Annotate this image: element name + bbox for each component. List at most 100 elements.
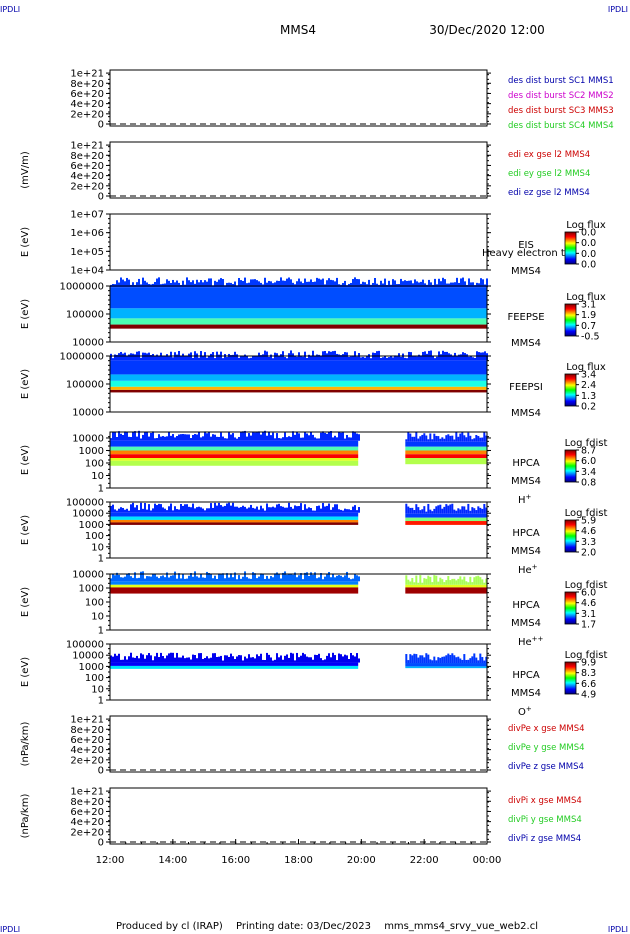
spectrogram-speckle: [156, 576, 158, 582]
spectrogram-speckle: [470, 355, 472, 361]
spectrogram-speckle: [316, 438, 318, 441]
spectrogram-speckle: [469, 435, 472, 442]
spectrogram-speckle: [454, 352, 456, 361]
spectrogram-speckle: [469, 576, 472, 585]
spectrogram-speckle: [332, 652, 334, 663]
species-label: O+: [518, 705, 532, 718]
spectrogram-speckle: [280, 354, 282, 361]
spectrogram-speckle: [314, 510, 316, 513]
spectrogram-speckle: [266, 652, 268, 663]
spectrogram-speckle: [320, 279, 322, 288]
spectrogram-speckle: [470, 282, 472, 288]
spectrogram-speckle: [182, 655, 184, 663]
x-tick-label: 20:00: [347, 855, 376, 866]
spectrogram-speckle: [462, 277, 464, 288]
spectrogram-speckle: [421, 509, 424, 514]
spectrogram-speckle: [118, 508, 120, 513]
spectrogram-speckle: [198, 506, 200, 513]
spectrogram-speckle: [457, 578, 460, 585]
spectrogram-speckle: [478, 283, 480, 288]
spectrogram-speckle: [112, 656, 114, 663]
spectrogram-speckle: [449, 580, 452, 585]
spectrogram-speckle: [168, 577, 170, 582]
corner-label-tl: IPDLI: [0, 5, 20, 14]
spectrogram-speckle: [417, 438, 420, 442]
spectrogram-speckle: [202, 282, 204, 288]
spectrogram-speckle: [316, 655, 318, 663]
spectrogram-speckle: [262, 508, 264, 513]
spectrogram-speckle: [306, 433, 308, 441]
spectrogram-speckle: [190, 282, 192, 288]
spectrogram-speckle: [425, 578, 428, 585]
spectrogram-speckle: [140, 438, 142, 441]
spectrogram-speckle: [477, 436, 480, 442]
spectrogram-speckle: [188, 506, 190, 513]
spectrogram-band: [110, 287, 487, 309]
spectrogram-speckle: [246, 658, 248, 663]
colorbar-tick-label: 4.9: [581, 690, 596, 701]
spectrogram-speckle: [168, 506, 170, 513]
spectrogram-speckle: [244, 656, 246, 663]
panel-p8: 10000 1000 100 10 1 E (eV) HPCA MMS4 He++ Log fdi…: [20, 570, 607, 649]
colorbar: [564, 449, 577, 483]
spectrogram-speckle: [156, 505, 158, 513]
spectrogram-speckle: [176, 578, 178, 582]
spectrogram-speckle: [266, 435, 268, 441]
y-tick-label: 1000000: [59, 352, 104, 363]
colorbar-tick-label: 6.6: [581, 679, 596, 690]
footer-script: mms_mms4_srvy_vue_web2.cl: [384, 921, 538, 932]
spectrogram-speckle: [485, 435, 488, 442]
spectrogram-speckle: [374, 277, 376, 288]
spectrogram-speckle: [116, 655, 118, 663]
spectrogram-speckle: [246, 283, 248, 288]
spectrogram-speckle: [262, 573, 264, 582]
legend-entry: des dist burst SC4 MMS4: [508, 121, 614, 131]
spectrogram-speckle: [144, 432, 146, 441]
spectrogram-speckle: [288, 277, 290, 288]
spectrogram-speckle: [246, 577, 248, 582]
spectrogram-speckle: [174, 437, 176, 441]
spectrogram-speckle: [270, 281, 272, 288]
spectrogram-speckle: [288, 657, 290, 663]
y-axis-label: E (eV): [20, 445, 31, 475]
spectrogram-speckle: [168, 280, 170, 288]
spectrogram-speckle: [120, 277, 122, 288]
spectrogram-speckle: [292, 574, 294, 582]
spectrogram-speckle: [302, 510, 304, 513]
spectrogram-speckle: [208, 355, 210, 361]
spectrogram-speckle: [204, 431, 206, 441]
spectrogram-speckle: [114, 509, 116, 513]
spectrogram-speckle: [130, 353, 132, 361]
spectrogram-speckle: [244, 354, 246, 361]
spectrogram-speckle: [146, 509, 148, 513]
spectrogram-speckle: [280, 506, 282, 513]
spectrogram-speckle: [210, 353, 212, 361]
spacecraft-label: MMS4: [511, 476, 541, 487]
spectrogram-speckle: [178, 434, 180, 441]
spectrogram-speckle: [414, 356, 416, 361]
spectrogram-speckle: [272, 283, 274, 288]
y-tick-label: 1e+21: [70, 715, 104, 726]
spectrogram-speckle: [164, 436, 166, 441]
spectrogram-speckle: [232, 656, 234, 663]
spectrogram-speckle: [308, 575, 310, 582]
spectrogram-speckle: [234, 572, 236, 582]
species-label: He++: [518, 635, 544, 648]
spectrogram-speckle: [148, 653, 150, 663]
spectrogram-speckle: [358, 279, 360, 288]
spectrogram-band: [110, 519, 359, 523]
spectrogram-speckle: [336, 660, 338, 663]
spectrogram-speckle: [180, 578, 182, 582]
spectrogram-speckle: [264, 350, 266, 361]
spectrogram-speckle: [405, 654, 408, 664]
spectrogram-speckle: [469, 510, 472, 514]
spectrogram-speckle: [298, 433, 300, 441]
y-tick-label: 4e+20: [70, 817, 104, 828]
spectrogram-speckle: [460, 278, 462, 288]
spectrogram-speckle: [264, 510, 266, 513]
y-tick-label: 8e+20: [70, 79, 104, 90]
spectrogram-speckle: [202, 508, 204, 513]
spectrogram-speckle: [228, 353, 230, 361]
spectrogram-speckle: [437, 505, 440, 514]
spectrogram-speckle: [176, 509, 178, 513]
